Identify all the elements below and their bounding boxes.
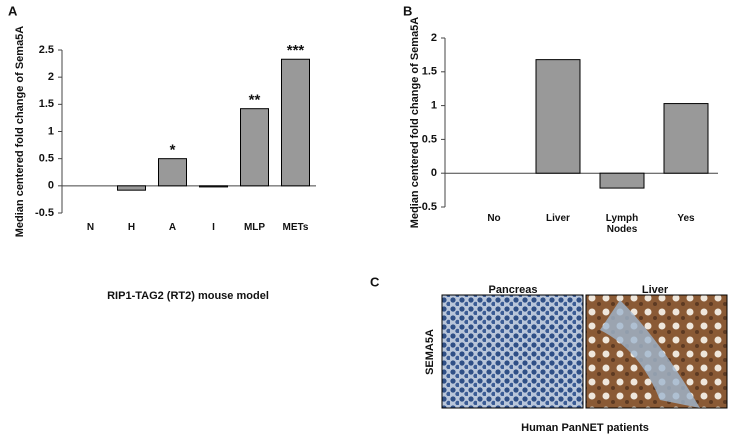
x-tick-label: Yes (677, 213, 695, 224)
y-tick-label: 0 (431, 167, 437, 179)
bar (599, 172, 645, 189)
y-tick-label: 2 (431, 32, 437, 44)
x-tick-label-box: Yes (677, 213, 695, 224)
caption: Human PanNET patients (521, 422, 649, 434)
panel-label: A (8, 3, 18, 18)
y-tick-label: 0.5 (39, 153, 54, 165)
x-tick-label-box: I (212, 222, 215, 233)
x-tick-label: N (86, 222, 95, 233)
x-tick-label: A (168, 222, 177, 233)
x-tick-label-box: H (127, 222, 136, 233)
bar (117, 185, 146, 191)
y-tick-label: 0.5 (422, 133, 437, 145)
x-tick-label: No (487, 213, 501, 224)
bar (240, 108, 269, 187)
row-label: SEMA5A (424, 329, 436, 375)
x-tick-label-box: A (168, 222, 177, 233)
x-tick-label-box: Liver (546, 213, 570, 224)
panel-label: C (370, 274, 380, 289)
y-axis-title: Median centered fold change of Sema5A (14, 26, 26, 238)
panel-label: B (403, 3, 412, 18)
panel-c: C Pancreas Liver SEMA5A Human PanNET pat… (370, 274, 728, 434)
x-tick-label: H (127, 222, 136, 233)
y-tick-label: 1.5 (422, 66, 437, 78)
y-axis-title: Median centered fold change of Sema5A (409, 17, 421, 229)
bar (199, 185, 228, 188)
y-tick-label: 1.5 (39, 98, 54, 110)
y-tick-label: -0.5 (35, 207, 54, 219)
bar (281, 58, 310, 187)
image-label: Liver (642, 284, 669, 296)
y-tick-label: -0.5 (418, 201, 437, 213)
bar (158, 158, 187, 187)
significance-mark: ** (249, 92, 261, 109)
bar (535, 59, 581, 174)
significance-mark: * (170, 142, 176, 159)
x-tick-label-box: N (86, 222, 95, 233)
bar (663, 103, 709, 174)
x-axis-title: RIP1-TAG2 (RT2) mouse model (107, 290, 269, 302)
x-tick-label: Liver (546, 213, 570, 224)
image-label: Pancreas (489, 284, 538, 296)
x-tick-label: METs (282, 222, 309, 233)
y-tick-label: 0 (48, 180, 54, 192)
y-tick-label: 1 (48, 125, 54, 137)
y-tick-label: 2.5 (39, 44, 54, 56)
x-tick-label-box: Lymph Nodes (605, 213, 639, 235)
x-tick-label-box: METs (282, 222, 309, 233)
pancreas-image (441, 294, 584, 409)
x-tick-label: I (212, 222, 215, 233)
y-tick-label: 2 (48, 71, 54, 83)
x-tick-label: MLP (243, 222, 266, 233)
x-tick-label: Lymph Nodes (605, 213, 639, 235)
x-tick-label-box: No (487, 213, 501, 224)
significance-mark: *** (287, 42, 305, 59)
liver-stroma (600, 300, 700, 408)
x-tick-label-box: MLP (243, 222, 266, 233)
y-tick-label: 1 (431, 100, 437, 112)
